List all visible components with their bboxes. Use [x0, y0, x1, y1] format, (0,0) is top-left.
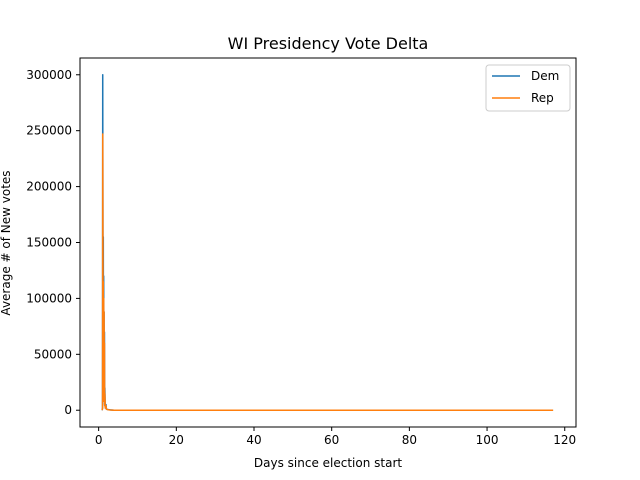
y-tick-label: 200000 — [26, 180, 72, 194]
x-tick-label: 120 — [553, 433, 576, 447]
plot-area — [101, 74, 554, 411]
y-axis-label: Average # of New votes — [0, 170, 13, 315]
legend-label-dem: Dem — [531, 69, 559, 83]
chart-title: WI Presidency Vote Delta — [228, 34, 429, 53]
series-line-rep — [101, 133, 554, 411]
y-tick-label: 0 — [64, 403, 72, 417]
y-tick-label: 300000 — [26, 68, 72, 82]
x-axis-label: Days since election start — [254, 456, 402, 470]
x-tick-label: 40 — [246, 433, 261, 447]
y-axis: 0 50000 100000 150000 200000 250000 300000 — [26, 68, 80, 417]
y-tick-label: 100000 — [26, 291, 72, 305]
x-tick-label: 0 — [95, 433, 103, 447]
x-tick-label: 100 — [476, 433, 499, 447]
legend: Dem Rep — [485, 64, 571, 112]
x-tick-label: 80 — [402, 433, 417, 447]
x-tick-label: 60 — [324, 433, 339, 447]
x-tick-label: 20 — [169, 433, 184, 447]
legend-label-rep: Rep — [531, 91, 554, 105]
y-tick-label: 250000 — [26, 124, 72, 138]
y-tick-label: 50000 — [34, 347, 72, 361]
x-axis: 0 20 40 60 80 100 120 — [95, 427, 576, 447]
y-tick-label: 150000 — [26, 236, 72, 250]
